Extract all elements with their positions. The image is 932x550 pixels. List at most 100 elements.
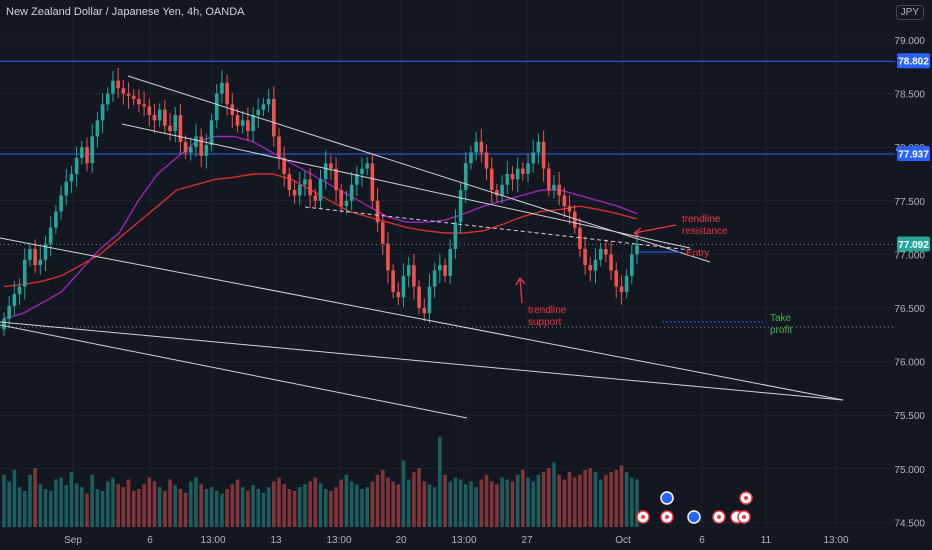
bottom-trendline[interactable] [0, 324, 468, 419]
channel-lower-trendline[interactable] [121, 123, 691, 249]
candle-body [453, 222, 458, 250]
candle-body [463, 163, 468, 191]
candle-body [121, 88, 126, 94]
candle-body [609, 254, 613, 271]
volume-bar [567, 471, 572, 527]
event-flag-nz-icon[interactable] [687, 510, 701, 524]
volume-bar [412, 471, 416, 527]
candle-body [593, 259, 598, 271]
volume-bar [12, 470, 17, 527]
candle-body [163, 109, 167, 126]
volume-bar [85, 493, 89, 527]
volume-bar [438, 436, 442, 527]
candle-body [598, 249, 603, 260]
candle-body [567, 206, 572, 212]
candle-body [251, 115, 255, 132]
volume-bar [453, 477, 458, 527]
annotation-resistance-line1[interactable]: trendline [682, 214, 721, 225]
annotation-resistance-line2[interactable]: resistance [682, 226, 728, 237]
candle-body [17, 286, 22, 295]
annotation-take-profit-line2[interactable]: profit [770, 325, 792, 336]
candle-body [313, 195, 318, 201]
candle-body [412, 265, 416, 287]
volume-bar [287, 489, 292, 527]
currency-button[interactable]: JPY [895, 5, 924, 20]
candle-body [33, 249, 37, 266]
annotation-entry[interactable]: Entry [686, 248, 709, 259]
volume-bar [417, 468, 421, 527]
volume-bar [235, 479, 240, 527]
volume-bar [204, 489, 209, 527]
candle-body [85, 147, 89, 164]
volume-bar [500, 477, 504, 527]
volume-bar [526, 477, 530, 527]
resistance-arrow [633, 224, 677, 234]
candle-body [2, 318, 6, 330]
volume-bar [251, 485, 255, 527]
volume-bar [604, 474, 608, 527]
candle-body [152, 115, 157, 121]
time-axis[interactable]: Sep 6 13:00 13 13:00 20 13:00 27 Oct 6 11 13:00 [64, 535, 849, 546]
candle-body [220, 82, 224, 94]
volume-bar [256, 489, 261, 527]
candle-body [256, 109, 261, 116]
y-tick-label: 76.000 [894, 358, 925, 369]
volume-bar [427, 484, 432, 527]
candle-body [111, 80, 115, 94]
x-tick-label: Oct [615, 535, 631, 546]
volume-bar [240, 487, 245, 527]
event-flag-dot-icon [742, 515, 746, 519]
candle-body [100, 104, 105, 121]
y-tick-label: 78.500 [894, 90, 925, 101]
candle-body [365, 163, 369, 169]
volume-bar [370, 481, 375, 527]
x-tick-label: 13:00 [823, 535, 848, 546]
annotation-support-line2[interactable]: support [528, 317, 562, 328]
candle-body [630, 254, 634, 276]
volume-bar [131, 490, 136, 527]
support-trendline[interactable] [0, 237, 844, 401]
y-tick-label: 76.500 [894, 304, 925, 315]
candle-body [80, 147, 84, 158]
event-flag-nz-icon[interactable] [660, 491, 674, 505]
candle-body [157, 109, 162, 121]
candle-body [329, 163, 333, 169]
volume-bar [474, 487, 478, 527]
volume-bar [147, 477, 152, 527]
candle-body [588, 265, 593, 271]
candle-body [334, 168, 338, 191]
candle-body [396, 291, 401, 298]
annotations[interactable]: trendline resistance Entry trendline sup… [528, 214, 792, 336]
price-axis[interactable]: 79.00078.50078.00077.50077.00076.50076.0… [894, 36, 930, 529]
volume-bar [349, 481, 354, 527]
volume-bar [246, 490, 250, 527]
candle-body [360, 168, 364, 174]
volume-bar [495, 484, 499, 527]
candle-body [438, 265, 442, 271]
neckline-dashed[interactable] [304, 206, 691, 251]
annotation-support-line1[interactable]: trendline [528, 305, 567, 316]
annotation-take-profit-line1[interactable]: Take [770, 313, 792, 324]
wedge-lower-trendline[interactable] [0, 321, 844, 401]
candle-body [209, 120, 214, 146]
candle-body [448, 249, 453, 276]
volume-bar [303, 484, 307, 527]
candle-body [90, 136, 95, 164]
volume-bar [308, 481, 312, 527]
candle-body [199, 136, 203, 156]
drawings[interactable] [0, 75, 844, 419]
x-tick-label: Sep [64, 535, 82, 546]
volume-bar [137, 489, 141, 527]
economic-events[interactable] [636, 491, 753, 524]
volume-bar [33, 468, 37, 527]
y-tick-label: 77.000 [894, 250, 925, 261]
y-tick-label: 74.500 [894, 518, 925, 529]
volume-bar [401, 460, 406, 527]
volume-bar [183, 492, 188, 527]
candle-body [479, 141, 484, 153]
volume-bar [142, 484, 146, 527]
support-arrowhead [515, 277, 526, 286]
horizontal-levels[interactable] [0, 60, 895, 328]
volume-bar [479, 479, 484, 527]
